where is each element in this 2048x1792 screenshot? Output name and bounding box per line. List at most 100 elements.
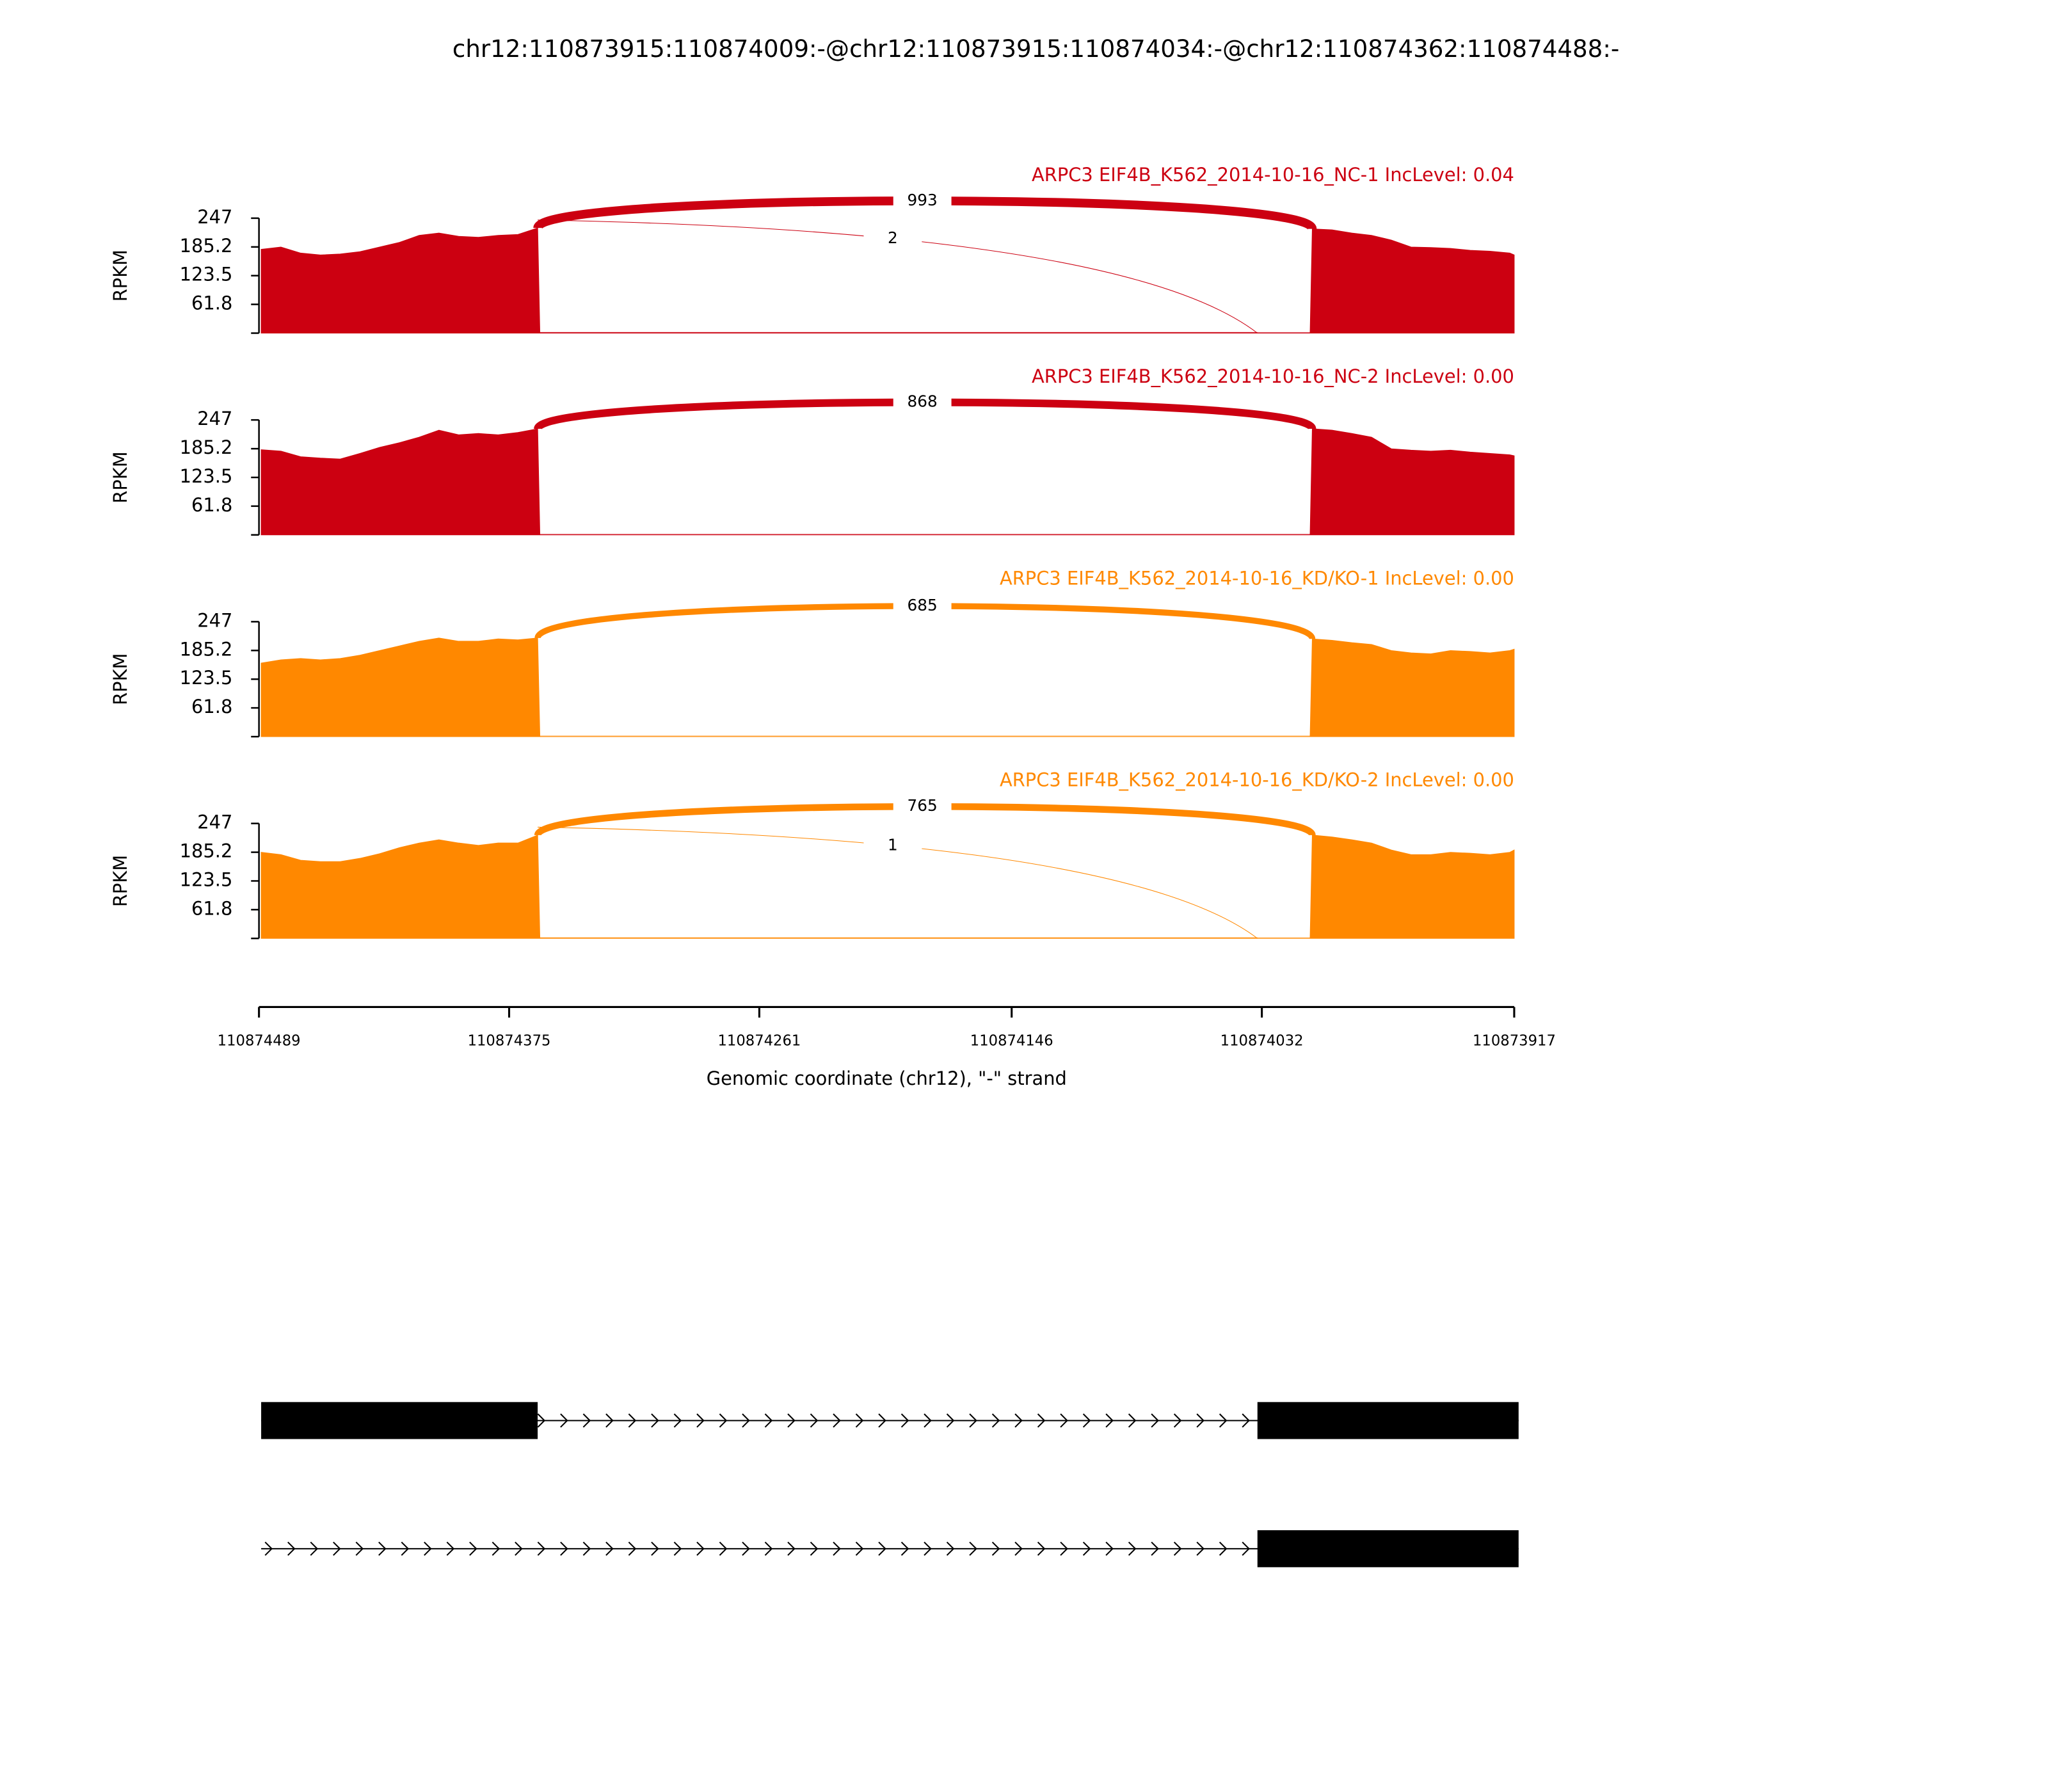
- strand-arrow: [946, 1541, 955, 1556]
- junction-label: 765: [908, 796, 938, 815]
- strand-arrow: [900, 1541, 909, 1556]
- strand-arrow: [696, 1413, 705, 1428]
- strand-arrow: [696, 1541, 705, 1556]
- junction-label-box: [893, 596, 952, 616]
- strand-arrow: [605, 1413, 614, 1428]
- y-tick-label: 247: [197, 812, 232, 833]
- figure-title: chr12:110873915:110874009:-@chr12:110873…: [452, 35, 1619, 63]
- panel-title: ARPC3 EIF4B_K562_2014-10-16_KD/KO-1 IncL…: [1000, 567, 1514, 589]
- strand-arrow: [924, 1413, 932, 1428]
- y-tick-label: 123.5: [180, 465, 233, 487]
- strand-arrow: [1128, 1541, 1137, 1556]
- y-tick-label: 61.8: [191, 292, 232, 314]
- y-tick-label: 61.8: [191, 696, 232, 717]
- strand-arrow: [1242, 1541, 1250, 1556]
- panel-title: ARPC3 EIF4B_K562_2014-10-16_NC-1 IncLeve…: [1032, 164, 1514, 186]
- strand-arrow: [560, 1541, 568, 1556]
- y-axis-label: RPKM: [109, 250, 131, 301]
- y-axis-label: RPKM: [109, 451, 131, 503]
- strand-arrow: [355, 1541, 364, 1556]
- strand-arrow: [742, 1541, 750, 1556]
- coverage-area: [260, 227, 1515, 334]
- strand-arrow: [537, 1413, 546, 1428]
- strand-arrow: [1060, 1541, 1068, 1556]
- junction-label: 2: [888, 228, 898, 247]
- strand-arrow: [1196, 1541, 1204, 1556]
- strand-arrow: [310, 1541, 319, 1556]
- strand-arrow: [582, 1541, 591, 1556]
- junction-label: 993: [908, 191, 938, 209]
- junction-label-box: [863, 229, 922, 248]
- strand-arrow: [287, 1541, 296, 1556]
- strand-arrow: [1105, 1541, 1114, 1556]
- strand-arrow: [764, 1541, 773, 1556]
- junction-arc: [538, 826, 1258, 939]
- strand-arrow: [1173, 1413, 1182, 1428]
- y-axis-label: RPKM: [109, 855, 131, 907]
- junction-label: 685: [908, 596, 938, 614]
- junction-label-box: [893, 191, 952, 211]
- coverage-area: [260, 637, 1515, 737]
- junction-arc: [538, 220, 1258, 333]
- x-tick-label: 110874261: [717, 1033, 801, 1050]
- strand-arrow: [582, 1413, 591, 1428]
- strand-arrow: [605, 1541, 614, 1556]
- strand-arrow: [673, 1541, 682, 1556]
- strand-arrow: [878, 1413, 886, 1428]
- strand-arrow: [900, 1413, 909, 1428]
- x-tick-label: 110873917: [1473, 1033, 1556, 1050]
- strand-arrow: [855, 1541, 864, 1556]
- strand-arrow: [833, 1413, 841, 1428]
- y-tick-label: 123.5: [180, 868, 233, 890]
- x-tick-label: 110874489: [218, 1033, 301, 1050]
- strand-arrow: [537, 1541, 546, 1556]
- exon: [1257, 1530, 1519, 1567]
- y-tick-label: 185.2: [180, 638, 233, 660]
- strand-arrow: [787, 1541, 796, 1556]
- coverage-area: [260, 835, 1515, 939]
- strand-arrow: [764, 1413, 773, 1428]
- strand-arrow: [855, 1413, 864, 1428]
- strand-arrow: [1082, 1541, 1091, 1556]
- strand-arrow: [1242, 1413, 1250, 1428]
- strand-arrow: [673, 1413, 682, 1428]
- strand-arrow: [333, 1541, 341, 1556]
- strand-arrow: [833, 1541, 841, 1556]
- y-tick-label: 185.2: [180, 840, 233, 862]
- strand-arrow: [810, 1413, 819, 1428]
- strand-arrow: [1219, 1413, 1228, 1428]
- strand-arrow: [969, 1413, 977, 1428]
- strand-arrow: [1105, 1413, 1114, 1428]
- strand-arrow: [742, 1413, 750, 1428]
- strand-arrow: [946, 1413, 955, 1428]
- strand-arrow: [719, 1541, 728, 1556]
- x-tick-label: 110874146: [970, 1033, 1053, 1050]
- strand-arrow: [560, 1413, 568, 1428]
- strand-arrow: [401, 1541, 410, 1556]
- y-axis-label: RPKM: [109, 653, 131, 705]
- strand-arrow: [1060, 1413, 1068, 1428]
- exon: [261, 1402, 538, 1439]
- junction-label-box: [863, 836, 922, 855]
- x-axis-label: Genomic coordinate (chr12), "-" strand: [707, 1068, 1067, 1089]
- y-tick-label: 61.8: [191, 897, 232, 919]
- junction-label: 1: [888, 835, 898, 854]
- y-tick-label: 247: [197, 609, 232, 631]
- strand-arrow: [810, 1541, 819, 1556]
- strand-arrow: [1151, 1413, 1159, 1428]
- strand-arrow: [1128, 1413, 1137, 1428]
- strand-arrow: [787, 1413, 796, 1428]
- strand-arrow: [1151, 1541, 1159, 1556]
- y-tick-label: 247: [197, 408, 232, 429]
- y-tick-label: 123.5: [180, 264, 233, 285]
- junction-label-box: [893, 393, 952, 412]
- strand-arrow: [1082, 1413, 1091, 1428]
- strand-arrow: [424, 1541, 432, 1556]
- strand-arrow: [1196, 1413, 1204, 1428]
- strand-arrow: [651, 1413, 659, 1428]
- strand-arrow: [651, 1541, 659, 1556]
- strand-arrow: [1014, 1541, 1023, 1556]
- panel-title: ARPC3 EIF4B_K562_2014-10-16_NC-2 IncLeve…: [1032, 365, 1514, 387]
- strand-arrow: [1037, 1413, 1046, 1428]
